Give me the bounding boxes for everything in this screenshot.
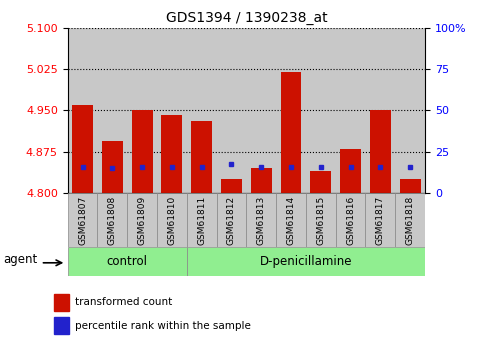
- Text: GSM61807: GSM61807: [78, 196, 87, 245]
- Text: GSM61814: GSM61814: [286, 196, 296, 245]
- Bar: [127, 28, 157, 193]
- Bar: [336, 193, 366, 247]
- Bar: [246, 28, 276, 193]
- Bar: [127, 193, 157, 247]
- Bar: [395, 193, 425, 247]
- Text: GSM61818: GSM61818: [406, 196, 414, 245]
- Bar: [72, 105, 93, 193]
- Bar: [340, 149, 361, 193]
- Text: agent: agent: [3, 253, 38, 266]
- Bar: [191, 121, 212, 193]
- Bar: [370, 110, 391, 193]
- Bar: [276, 193, 306, 247]
- Text: GSM61815: GSM61815: [316, 196, 325, 245]
- Text: GSM61816: GSM61816: [346, 196, 355, 245]
- Bar: [281, 72, 301, 193]
- Bar: [102, 141, 123, 193]
- Bar: [311, 171, 331, 193]
- Bar: [251, 168, 271, 193]
- Bar: [55, 294, 69, 311]
- Bar: [366, 28, 395, 193]
- Bar: [157, 193, 187, 247]
- Text: GSM61817: GSM61817: [376, 196, 385, 245]
- Bar: [98, 193, 127, 247]
- Bar: [306, 28, 336, 193]
- Bar: [68, 28, 98, 193]
- Bar: [306, 193, 336, 247]
- Bar: [161, 115, 182, 193]
- Text: GSM61809: GSM61809: [138, 196, 146, 245]
- Bar: [336, 28, 366, 193]
- Bar: [395, 28, 425, 193]
- Bar: [400, 179, 421, 193]
- Bar: [68, 247, 187, 276]
- Text: D-penicillamine: D-penicillamine: [260, 255, 352, 268]
- Bar: [366, 193, 395, 247]
- Bar: [216, 193, 246, 247]
- Title: GDS1394 / 1390238_at: GDS1394 / 1390238_at: [166, 11, 327, 25]
- Text: percentile rank within the sample: percentile rank within the sample: [75, 321, 251, 331]
- Text: GSM61808: GSM61808: [108, 196, 117, 245]
- Bar: [246, 193, 276, 247]
- Bar: [68, 193, 98, 247]
- Text: GSM61811: GSM61811: [197, 196, 206, 245]
- Bar: [276, 28, 306, 193]
- Text: control: control: [107, 255, 148, 268]
- Text: transformed count: transformed count: [75, 297, 172, 307]
- Bar: [187, 28, 216, 193]
- Text: GSM61813: GSM61813: [257, 196, 266, 245]
- Bar: [55, 317, 69, 334]
- Bar: [132, 110, 153, 193]
- Bar: [157, 28, 187, 193]
- Bar: [216, 28, 246, 193]
- Bar: [221, 179, 242, 193]
- Bar: [187, 193, 216, 247]
- Text: GSM61810: GSM61810: [168, 196, 176, 245]
- Bar: [98, 28, 127, 193]
- Bar: [187, 247, 425, 276]
- Text: GSM61812: GSM61812: [227, 196, 236, 245]
